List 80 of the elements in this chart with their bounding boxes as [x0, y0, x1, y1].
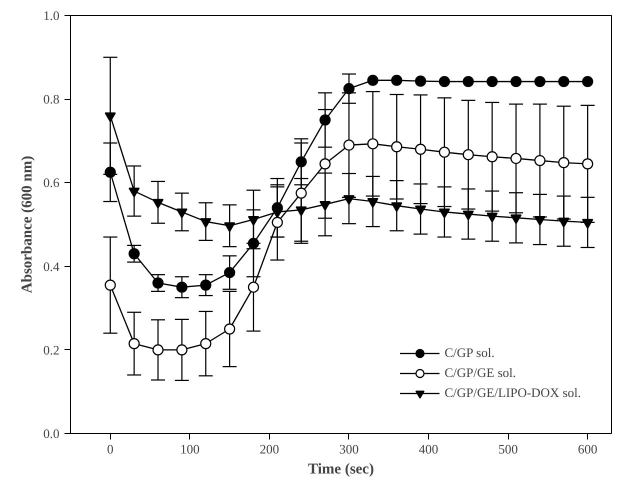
point: [510, 76, 522, 88]
point: [104, 112, 116, 122]
x-axis-title: Time (sec): [308, 462, 374, 478]
point: [248, 282, 260, 293]
y-tick-label: 0.2: [43, 342, 60, 358]
point: [414, 76, 426, 87]
x-tick-label: 600: [578, 442, 598, 456]
point: [367, 138, 378, 150]
point: [462, 76, 474, 88]
point: [534, 216, 546, 226]
point: [200, 280, 212, 291]
point: [128, 188, 140, 198]
point: [438, 208, 450, 218]
point: [272, 216, 283, 228]
x-tick-label: 400: [418, 442, 438, 456]
point: [224, 222, 236, 232]
point: [176, 344, 188, 356]
point: [296, 156, 307, 168]
legend-label: C/GP/GE/LIPO-DOX sol.: [444, 385, 581, 401]
legend-label: C/GP/GE sol.: [444, 365, 516, 381]
point: [200, 218, 212, 228]
point: [128, 248, 140, 260]
point: [367, 198, 378, 208]
point: [414, 144, 426, 155]
legend-label: C/GP sol.: [444, 345, 495, 361]
point: [343, 195, 355, 205]
point: [486, 151, 498, 162]
point: [486, 212, 498, 223]
point: [343, 83, 355, 94]
x-tick-label: 200: [260, 442, 280, 456]
y-tick-label: 0.4: [43, 258, 60, 274]
y-tick-label: 0.6: [43, 175, 60, 190]
point: [296, 206, 307, 216]
point: [272, 208, 283, 218]
point: [582, 76, 594, 88]
point: [319, 114, 331, 126]
point: [391, 74, 402, 86]
point: [248, 238, 260, 249]
point: [534, 154, 546, 166]
x-tick-label: 300: [339, 442, 359, 456]
y-tick-label: 1.0: [43, 8, 60, 23]
point: [152, 277, 164, 289]
point: [224, 266, 236, 278]
point: [319, 158, 331, 170]
point: [486, 76, 498, 88]
point: [104, 280, 116, 291]
point: [534, 76, 546, 88]
x-tick-label: 0: [107, 442, 114, 456]
point: [558, 157, 570, 168]
point: [582, 218, 594, 229]
point: [296, 188, 307, 199]
point: [558, 218, 570, 228]
y-tick-label: 0.0: [43, 426, 60, 441]
point: [319, 200, 331, 211]
point: [224, 323, 236, 335]
point: [152, 198, 164, 209]
point: [176, 208, 188, 218]
point: [510, 152, 522, 164]
x-tick-label: 500: [498, 442, 518, 456]
point: [462, 149, 474, 160]
point: [391, 141, 402, 152]
y-axis-title: Absorbance (600 nm): [19, 156, 36, 294]
point: [104, 166, 116, 178]
point: [367, 74, 378, 86]
point: [438, 146, 450, 158]
point: [558, 76, 570, 88]
point: [200, 338, 212, 350]
point: [462, 210, 474, 220]
point: [248, 216, 260, 226]
point: [128, 338, 140, 350]
point: [391, 202, 402, 212]
point: [414, 206, 426, 216]
point: [152, 344, 164, 356]
point: [343, 139, 355, 151]
point: [176, 282, 188, 293]
point: [582, 158, 594, 170]
point: [438, 76, 450, 88]
y-tick-label: 0.8: [43, 92, 60, 107]
point: [510, 214, 522, 224]
x-tick-label: 100: [180, 442, 200, 456]
